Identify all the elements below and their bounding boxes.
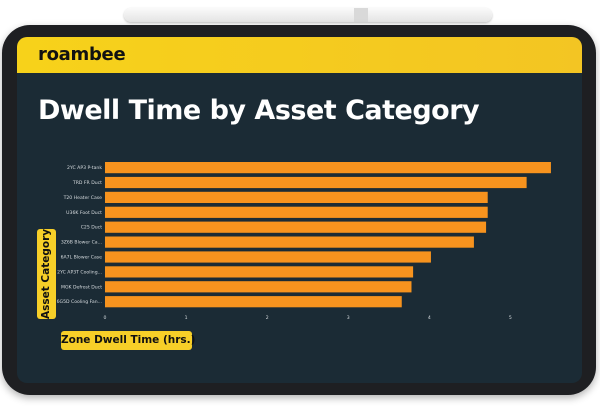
bar <box>105 191 488 203</box>
bar <box>105 296 402 308</box>
bar <box>105 281 412 293</box>
y-tick-label: MGK Defrost Duct <box>61 284 102 290</box>
y-tick-label: 6A7L Blower Case <box>61 255 103 261</box>
brand-logo: roambee <box>38 44 126 65</box>
bar <box>105 176 527 189</box>
bar <box>105 251 431 263</box>
x-tick-label: 4 <box>428 315 431 321</box>
bar <box>105 221 487 233</box>
y-tick-label: U36K Foot Duct <box>66 210 102 216</box>
chart-title: Dwell Time by Asset Category <box>38 95 480 126</box>
bar-chart: 2YC AP3 P-tank TRD FR Duct T20 Heater Case… <box>57 162 551 321</box>
y-tick-label: 3Z6B Blower Ca... <box>61 240 102 246</box>
brand-header: roambee <box>17 37 582 73</box>
stylus <box>124 8 492 22</box>
bar <box>105 162 551 174</box>
y-tick-label: 2YC AP3T Cooling... <box>57 269 102 275</box>
bar <box>105 206 488 218</box>
y-tick-label: TRD FR Duct <box>72 180 102 186</box>
y-axis-label: Asset Category <box>40 228 52 319</box>
x-tick-label: 0 <box>104 315 107 321</box>
stylus-band <box>354 8 368 22</box>
x-tick-label: 1 <box>185 315 188 321</box>
bar <box>105 236 474 248</box>
y-tick-label: T20 Heater Case <box>63 195 103 201</box>
bar <box>105 266 414 278</box>
y-axis-label-box: Asset Category <box>37 229 56 319</box>
x-tick-label: 5 <box>509 315 512 321</box>
y-tick-label: 2YC AP3 P-tank <box>67 165 102 171</box>
x-axis-label: Zone Dwell Time (hrs.) <box>61 331 195 350</box>
y-tick-label: C25 Duct <box>81 225 102 231</box>
x-tick-label: 3 <box>347 315 350 321</box>
tablet-screen: roambee Dwell Time by Asset Category 2YC… <box>17 37 582 383</box>
x-tick-label: 2 <box>266 315 269 321</box>
y-tick-label: 6G5D Cooling Fan... <box>57 299 102 305</box>
